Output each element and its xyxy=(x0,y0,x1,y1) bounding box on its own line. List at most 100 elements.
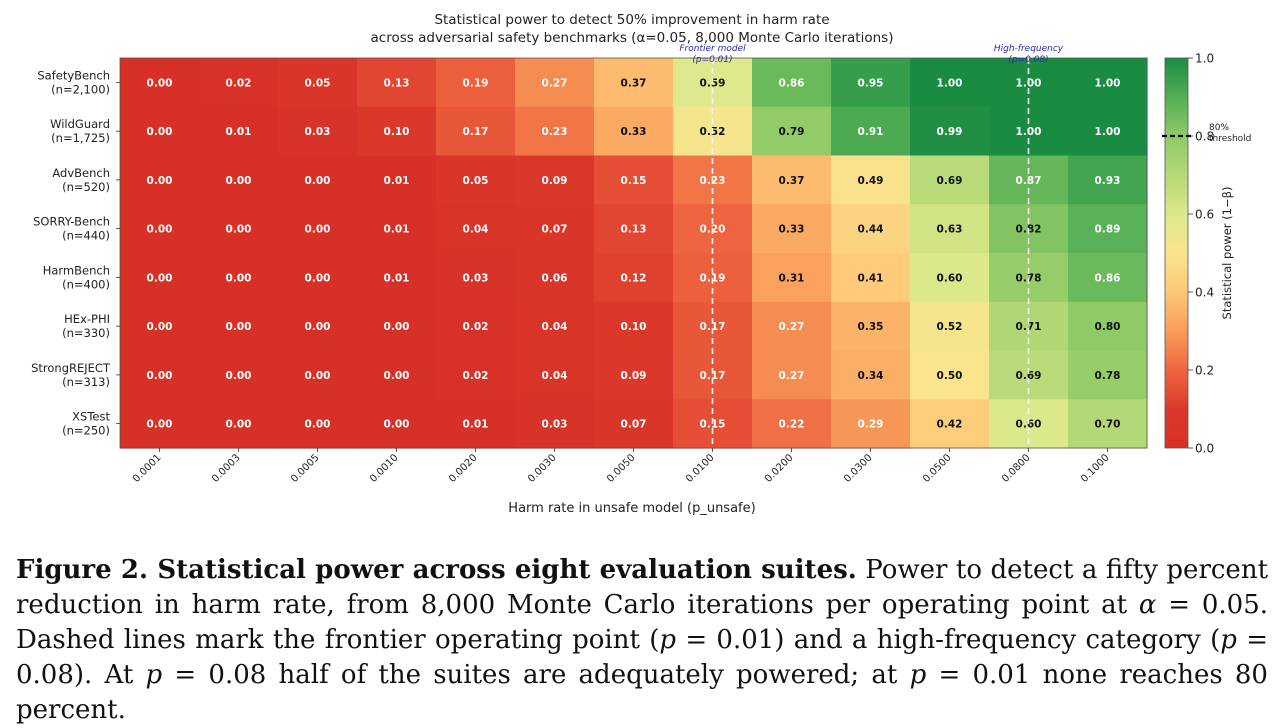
colorbar-tick-label: 0.0 xyxy=(1195,442,1214,456)
heatmap-cell xyxy=(278,204,358,254)
cell-value-label: 0.04 xyxy=(542,370,568,382)
cell-value-label: 0.00 xyxy=(147,370,173,382)
cell-value-label: 0.70 xyxy=(1095,419,1121,431)
cell-value-label: 0.17 xyxy=(463,126,489,138)
caption-text-5: = 0.08 half of the suites are adequately… xyxy=(162,660,910,690)
cell-value-label: 0.27 xyxy=(779,321,805,333)
heatmap-cell xyxy=(1068,58,1148,108)
cell-value-label: 0.01 xyxy=(384,224,410,236)
caption-text-3: = 0.01) and a high-frequency category ( xyxy=(676,625,1221,655)
heatmap-cell xyxy=(831,301,911,352)
x-tick-label: 0.0800 xyxy=(1000,452,1033,485)
heatmap-cell xyxy=(910,106,990,157)
cell-value-label: 0.35 xyxy=(858,321,884,333)
cell-value-label: 0.15 xyxy=(700,419,726,431)
heatmap-cell xyxy=(278,106,358,157)
x-tick-label: 0.1000 xyxy=(1079,452,1112,485)
x-tick-label: 0.0300 xyxy=(842,452,875,485)
cell-value-label: 0.00 xyxy=(226,321,252,333)
x-tick-label: 0.0005 xyxy=(289,452,322,485)
cell-value-label: 0.00 xyxy=(384,321,410,333)
cell-value-label: 0.00 xyxy=(384,370,410,382)
heatmap-cell xyxy=(357,204,437,254)
heatmap-cell xyxy=(278,350,358,400)
caption-alpha: α xyxy=(1138,590,1157,620)
cell-value-label: 0.13 xyxy=(621,224,647,236)
cell-value-label: 0.00 xyxy=(305,321,331,333)
heatmap-cell xyxy=(831,253,911,303)
cell-value-label: 0.12 xyxy=(621,272,647,284)
cell-value-label: 1.00 xyxy=(1095,126,1121,138)
cell-value-label: 0.02 xyxy=(226,77,252,89)
heatmap-cell xyxy=(199,253,279,303)
heatmap-cells xyxy=(119,57,1148,449)
heatmap-cell xyxy=(199,58,279,108)
heatmap-cell xyxy=(910,350,990,400)
y-tick-sublabel: (n=440) xyxy=(62,229,110,243)
colorbar-tick-label: 0.2 xyxy=(1195,364,1214,378)
x-tick-label: 0.0010 xyxy=(368,452,401,485)
y-tick-sublabel: (n=2,100) xyxy=(51,82,110,96)
y-tick-sublabel: (n=520) xyxy=(62,180,110,194)
cell-value-label: 0.06 xyxy=(542,272,568,284)
cell-value-label: 0.00 xyxy=(384,419,410,431)
x-tick-label: 0.0030 xyxy=(526,452,559,485)
heatmap-cell xyxy=(594,301,674,352)
cell-value-label: 0.52 xyxy=(937,321,963,333)
annotation-label: High-frequency xyxy=(994,44,1064,54)
cell-value-label: 0.41 xyxy=(858,272,884,284)
heatmap-cell xyxy=(199,155,279,205)
cell-value-label: 1.00 xyxy=(1095,77,1121,89)
cell-value-label: 0.19 xyxy=(463,77,489,89)
heatmap-cell xyxy=(120,350,200,400)
y-tick-sublabel: (n=313) xyxy=(62,375,110,389)
threshold-label: 80% xyxy=(1209,123,1229,133)
cell-value-label: 0.31 xyxy=(779,272,805,284)
heatmap-cell xyxy=(910,253,990,303)
caption-p-4: p xyxy=(909,660,927,690)
heatmap-cell xyxy=(515,155,595,205)
heatmap-cell xyxy=(120,399,200,449)
heatmap-cell xyxy=(1068,155,1148,205)
heatmap-cell xyxy=(752,301,832,352)
cell-value-label: 0.27 xyxy=(542,77,568,89)
y-tick-label: AdvBench xyxy=(52,166,110,180)
y-tick-sublabel: (n=1,725) xyxy=(51,131,110,145)
heatmap-cell xyxy=(120,155,200,205)
heatmap-cell xyxy=(515,106,595,157)
heatmap-cell xyxy=(278,58,358,108)
cell-value-label: 0.44 xyxy=(858,224,884,236)
heatmap-cell xyxy=(436,399,516,449)
heatmap-cell xyxy=(278,155,358,205)
heatmap-cell-labels: 0.000.020.050.130.190.270.370.590.860.95… xyxy=(147,77,1121,430)
cell-value-label: 0.60 xyxy=(1016,419,1042,431)
heatmap-cell xyxy=(910,58,990,108)
annotation-lines: Frontier model(p=0.01) High-frequency(p=0… xyxy=(679,44,1064,448)
heatmap-cell xyxy=(910,155,990,205)
heatmap-cell xyxy=(1068,399,1148,449)
cell-value-label: 0.17 xyxy=(700,321,726,333)
y-tick-sublabel: (n=400) xyxy=(62,277,110,291)
heatmap-cell xyxy=(278,301,358,352)
heatmap-cell xyxy=(831,155,911,205)
caption-text-2: = 0.05. Dashed lines mark the frontier o… xyxy=(16,590,1268,655)
heatmap-cell xyxy=(357,399,437,449)
heatmap-cell xyxy=(120,204,200,254)
heatmap-cell xyxy=(436,350,516,400)
heatmap-cell xyxy=(752,253,832,303)
heatmap-cell xyxy=(1068,204,1148,254)
heatmap-cell xyxy=(910,204,990,254)
cell-value-label: 0.63 xyxy=(937,224,963,236)
x-tick-label: 0.0001 xyxy=(131,452,164,485)
y-tick-label: WildGuard xyxy=(50,117,110,131)
cell-value-label: 0.33 xyxy=(779,224,805,236)
chart-title: Statistical power to detect 50% improvem… xyxy=(434,12,829,28)
heatmap-cell xyxy=(357,253,437,303)
heatmap-cell xyxy=(594,155,674,205)
cell-value-label: 0.69 xyxy=(937,175,963,187)
cell-value-label: 0.03 xyxy=(305,126,331,138)
heatmap-cell xyxy=(436,58,516,108)
heatmap-cell xyxy=(752,350,832,400)
heatmap-cell xyxy=(1068,106,1148,157)
cell-value-label: 0.89 xyxy=(1095,224,1121,236)
